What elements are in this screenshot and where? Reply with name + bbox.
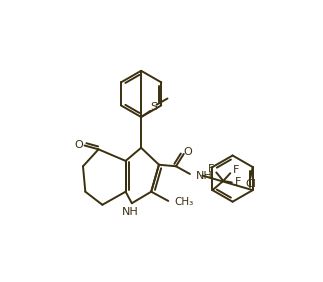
Text: O: O [75, 140, 84, 150]
Text: NH: NH [122, 207, 139, 217]
Text: S: S [150, 102, 157, 112]
Text: Cl: Cl [245, 179, 256, 189]
Text: O: O [183, 147, 192, 157]
Text: F: F [208, 164, 214, 174]
Text: NH: NH [196, 171, 213, 180]
Text: F: F [235, 177, 241, 188]
Text: F: F [233, 165, 240, 175]
Text: CH₃: CH₃ [174, 197, 194, 208]
